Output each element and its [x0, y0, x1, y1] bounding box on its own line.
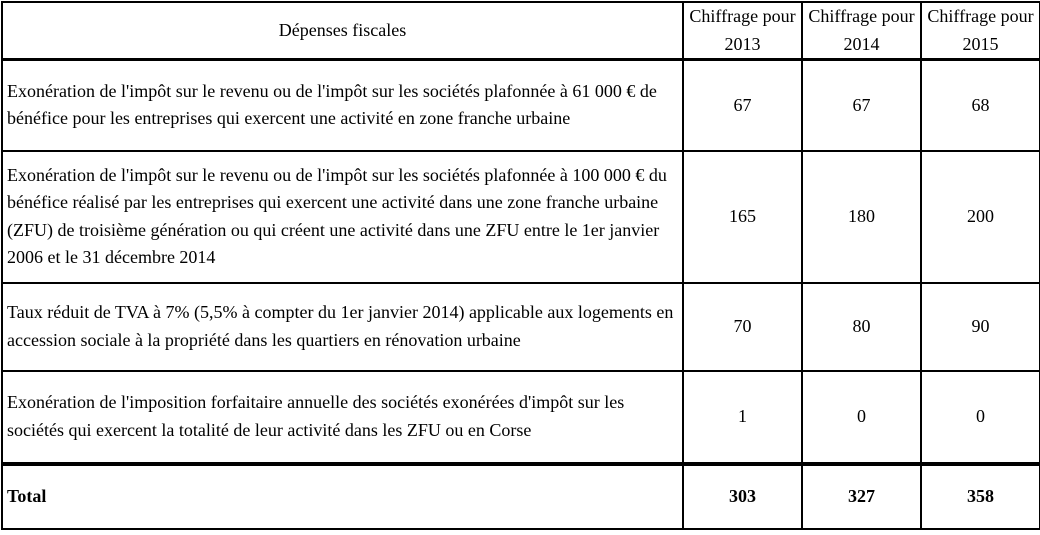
total-label: Total: [1, 461, 684, 530]
value-2014: 180: [801, 149, 922, 284]
value-2015: 68: [920, 58, 1040, 152]
value-2015: 0: [920, 369, 1040, 465]
total-2014: 327: [801, 461, 922, 530]
value-2015: 90: [920, 281, 1040, 372]
header-2014: Chiffrage pour 2014: [801, 1, 922, 61]
value-2014: 67: [801, 58, 922, 152]
header-depenses: Dépenses fiscales: [1, 1, 684, 61]
table-row: Exonération de l'impôt sur le revenu ou …: [1, 58, 1040, 152]
header-2015: Chiffrage pour 2015: [920, 1, 1040, 61]
value-2014: 0: [801, 369, 922, 465]
table-row: Taux réduit de TVA à 7% (5,5% à compter …: [1, 281, 1040, 372]
row-label: Exonération de l'imposition forfaitaire …: [1, 369, 684, 465]
value-2014: 80: [801, 281, 922, 372]
row-label: Exonération de l'impôt sur le revenu ou …: [1, 149, 684, 284]
value-2015: 200: [920, 149, 1040, 284]
header-2013: Chiffrage pour 2013: [682, 1, 803, 61]
header-row: Dépenses fiscales Chiffrage pour 2013 Ch…: [1, 1, 1040, 61]
total-row: Total 303 327 358: [1, 461, 1040, 530]
row-label: Exonération de l'impôt sur le revenu ou …: [1, 58, 684, 152]
total-2013: 303: [682, 461, 803, 530]
value-2013: 165: [682, 149, 803, 284]
value-2013: 70: [682, 281, 803, 372]
table-row: Exonération de l'imposition forfaitaire …: [1, 369, 1040, 465]
total-2015: 358: [920, 461, 1040, 530]
value-2013: 67: [682, 58, 803, 152]
row-label: Taux réduit de TVA à 7% (5,5% à compter …: [1, 281, 684, 372]
value-2013: 1: [682, 369, 803, 465]
table-row: Exonération de l'impôt sur le revenu ou …: [1, 149, 1040, 284]
